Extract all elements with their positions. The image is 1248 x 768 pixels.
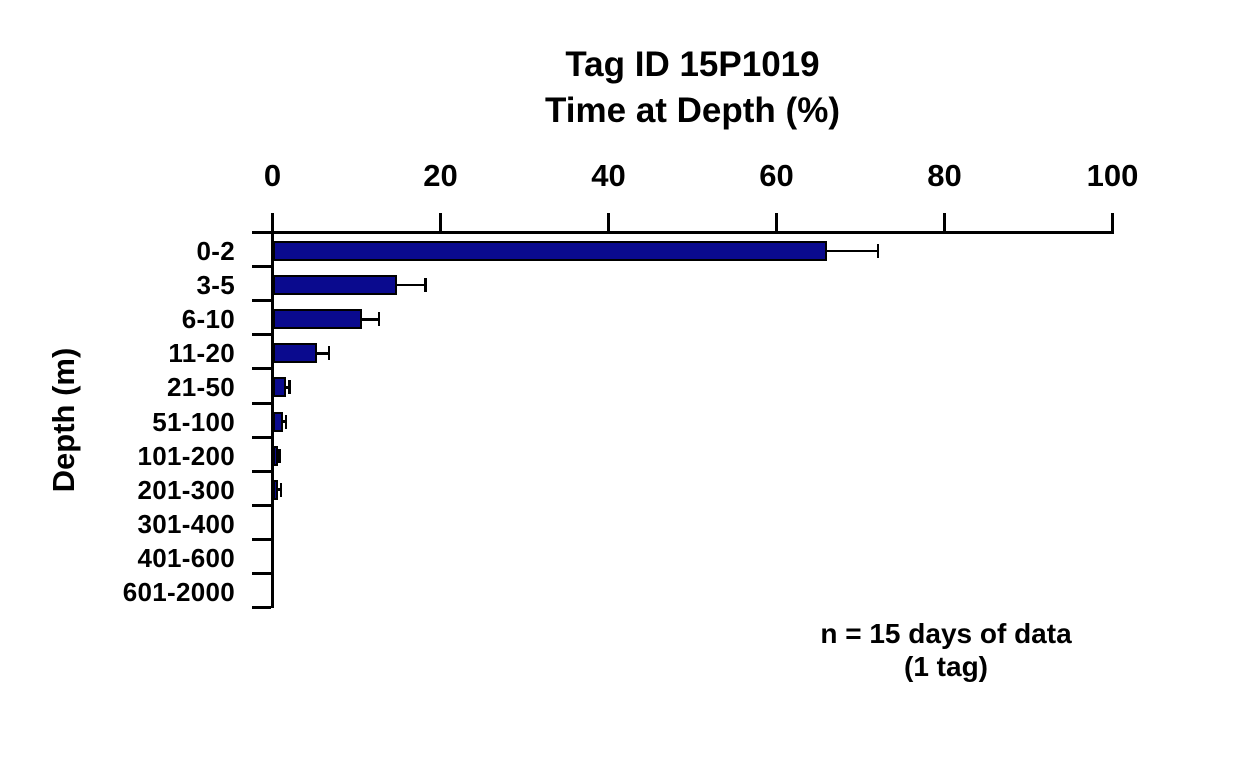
x-tick-label: 20 xyxy=(423,158,458,193)
y-tick-mark xyxy=(252,537,271,541)
y-tick-mark xyxy=(252,299,271,303)
category-label: 101-200 xyxy=(137,440,235,471)
y-tick-mark xyxy=(252,606,271,609)
error-bar-line xyxy=(278,488,281,491)
error-bar-line xyxy=(317,352,329,355)
category-label: 301-400 xyxy=(137,508,235,539)
category-label: 6-10 xyxy=(181,304,235,335)
category-label: 3-5 xyxy=(196,270,235,301)
y-tick-mark xyxy=(252,401,271,405)
y-tick-mark xyxy=(252,435,271,439)
error-bar-cap xyxy=(424,278,427,293)
y-tick-mark xyxy=(252,367,271,371)
annotation-line2: (1 tag) xyxy=(904,651,988,682)
error-bar-cap xyxy=(284,414,288,429)
annotation-line1: n = 15 days of data xyxy=(820,618,1072,649)
error-bar-line xyxy=(283,420,286,423)
x-tick-label: 40 xyxy=(591,158,626,193)
bar xyxy=(272,343,317,364)
y-tick-mark xyxy=(252,571,271,575)
plot-area xyxy=(272,234,1113,609)
bar xyxy=(272,241,827,261)
y-tick-mark xyxy=(252,503,271,507)
x-tick-label: 0 xyxy=(263,158,282,193)
y-tick-mark xyxy=(252,333,271,337)
x-tick-mark xyxy=(775,213,778,234)
bar xyxy=(272,445,278,466)
error-bar-line xyxy=(285,386,290,389)
y-tick-mark xyxy=(252,469,271,473)
x-tick-mark xyxy=(439,213,442,234)
x-tick-label: 60 xyxy=(759,158,794,193)
x-tick-mark xyxy=(271,213,274,234)
category-label: 21-50 xyxy=(167,372,235,403)
chart-title: Tag ID 15P1019 xyxy=(565,45,820,84)
error-bar-line xyxy=(826,249,879,253)
error-bar-cap xyxy=(279,482,283,497)
category-label: 0-2 xyxy=(196,236,235,266)
x-tick-label: 80 xyxy=(927,158,962,193)
y-axis-line xyxy=(271,213,274,608)
x-tick-mark xyxy=(1111,213,1114,234)
bar xyxy=(272,275,397,296)
x-tick-label: 100 xyxy=(1086,158,1139,193)
chart-title-block: Tag ID 15P1019 Time at Depth (%) xyxy=(272,42,1113,134)
bar xyxy=(272,411,284,432)
annotation: n = 15 days of data (1 tag) xyxy=(640,617,1248,683)
y-tick-mark xyxy=(252,231,271,234)
category-label: 601-2000 xyxy=(122,576,235,607)
error-bar-line xyxy=(361,318,380,321)
error-bar-cap xyxy=(377,312,381,327)
category-label: 401-600 xyxy=(137,542,235,573)
error-bar-cap xyxy=(876,244,880,258)
error-bar-line xyxy=(396,283,426,287)
x-tick-mark xyxy=(607,213,610,234)
category-label: 201-300 xyxy=(137,474,235,505)
y-tick-mark xyxy=(252,265,271,269)
category-label: 51-100 xyxy=(152,406,235,437)
error-bar-cap xyxy=(288,380,291,395)
bar xyxy=(272,377,286,398)
category-labels: 0-2 3-5 6-10 11-20 21-50 51-100 101-200 201-300… xyxy=(0,234,235,609)
x-tick-mark xyxy=(943,213,946,234)
bar xyxy=(272,309,362,330)
bar xyxy=(272,479,279,500)
x-axis-line xyxy=(271,231,1113,234)
category-label: 11-20 xyxy=(168,338,235,369)
error-bar-cap xyxy=(278,448,281,463)
chart-subtitle: Time at Depth (%) xyxy=(545,91,840,130)
error-bar-cap xyxy=(327,346,330,361)
